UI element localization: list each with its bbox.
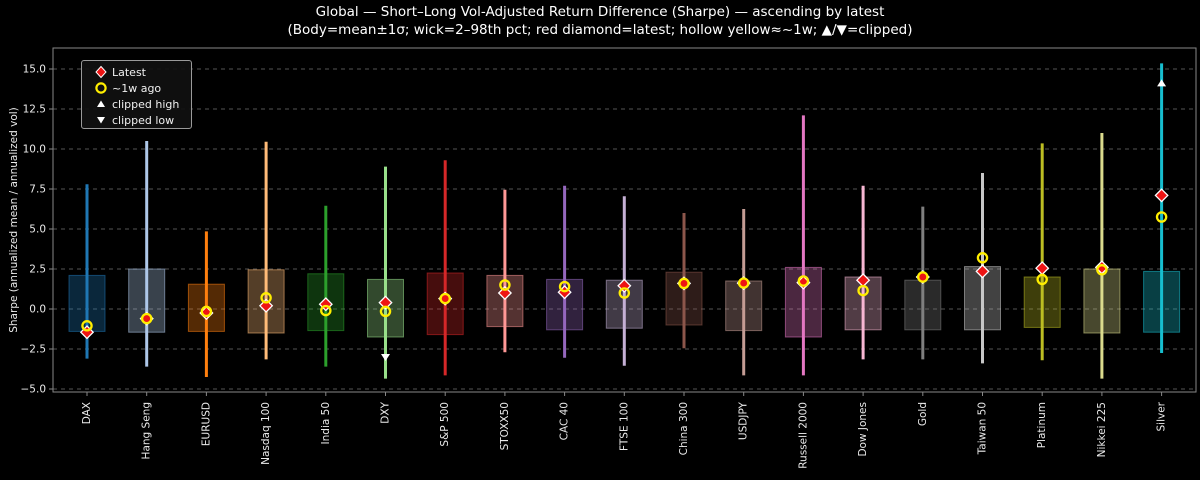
y-tick-label: 10.0: [23, 144, 46, 156]
y-tick-label: 2.5: [29, 264, 46, 276]
x-tick-label: FTSE 100: [618, 402, 630, 451]
week-ago-circle-marker: [857, 284, 869, 297]
column-india-50: India 50: [307, 205, 345, 444]
column-nasdaq-100: Nasdaq 100: [247, 141, 285, 465]
plot-frame: [52, 47, 1197, 393]
column-dow-jones: Dow Jones: [844, 185, 882, 457]
y-tick-label: −2.5: [21, 344, 47, 356]
x-tick-label: Dow Jones: [857, 402, 869, 457]
week-ago-circle-marker: [917, 271, 929, 283]
legend-label: clipped low: [112, 113, 175, 127]
week-ago-circle-marker: [81, 320, 93, 332]
column-hang-seng: Hang Seng: [128, 141, 166, 459]
x-tick-label: Nikkei 225: [1096, 402, 1108, 457]
week-ago-circle-marker: [320, 304, 332, 317]
x-tick-label: China 300: [678, 402, 690, 455]
triangle-down-icon: [90, 113, 112, 127]
clip-high-marker: [1157, 79, 1167, 87]
column-stoxx50: STOXX50: [486, 189, 524, 450]
x-tick-label: USDJPY: [738, 401, 750, 440]
column-gold: Gold: [904, 206, 942, 426]
latest-diamond-marker: [258, 298, 274, 313]
latest-diamond-marker: [1154, 188, 1169, 203]
column-platinum: Platinum: [1023, 143, 1061, 448]
latest-diamond-marker: [497, 285, 513, 301]
legend-item-clipped-low: clipped low: [90, 112, 191, 128]
red-diamond-icon: [90, 65, 112, 79]
legend-label: clipped high: [112, 97, 180, 111]
x-tick-label: Silver: [1156, 401, 1168, 431]
x-tick-label: Platinum: [1036, 402, 1048, 448]
chart-titles: Global — Short–Long Vol-Adjusted Return …: [0, 3, 1200, 39]
week-ago-circle-marker: [260, 292, 272, 304]
column-nikkei-225: Nikkei 225: [1083, 133, 1121, 457]
column-china-300: China 300: [665, 213, 703, 455]
week-ago-circle-marker: [737, 277, 750, 289]
legend-item-clipped-high: clipped high: [90, 96, 191, 112]
column-eurusd: EURUSD: [187, 231, 225, 446]
week-ago-circle-marker: [678, 277, 690, 290]
column-ftse-100: FTSE 100: [605, 196, 643, 451]
week-ago-circle-marker: [1155, 211, 1168, 223]
column-cac-40: CAC 40: [546, 185, 584, 440]
chart-title: Global — Short–Long Vol-Adjusted Return …: [315, 4, 885, 20]
week-ago-circle-marker: [976, 252, 989, 264]
x-tick-label: EURUSD: [200, 402, 212, 446]
x-tick-label: Russell 2000: [797, 402, 809, 469]
column-s-p-500: S&P 500: [426, 160, 464, 447]
column-taiwan-50: Taiwan 50: [964, 173, 1001, 455]
x-tick-label: DAX: [81, 402, 93, 424]
week-ago-circle-marker: [200, 305, 213, 318]
column-dax: DAX: [68, 184, 106, 424]
week-ago-circle-marker: [558, 280, 571, 293]
latest-diamond-marker: [975, 264, 990, 279]
y-tick-label: −5.0: [21, 384, 47, 396]
x-tick-label: Taiwan 50: [977, 402, 989, 455]
column-usdjpy: USDJPY: [725, 209, 763, 440]
legend: Latest ~1w ago clipped high clipped low: [81, 60, 192, 129]
x-tick-label: Gold: [917, 402, 929, 426]
week-ago-circle-marker: [797, 275, 810, 287]
legend-label: ~1w ago: [112, 81, 162, 95]
week-ago-circle-marker: [499, 279, 511, 291]
latest-diamond-marker: [378, 295, 393, 310]
x-tick-label: S&P 500: [439, 402, 451, 447]
x-tick-label: India 50: [320, 402, 332, 444]
week-ago-circle-marker: [1036, 273, 1048, 286]
legend-item-week-ago: ~1w ago: [90, 80, 191, 96]
column-dxy: DXY: [367, 166, 404, 424]
week-ago-circle-marker: [439, 292, 451, 305]
x-tick-label: CAC 40: [559, 402, 571, 440]
legend-label: Latest: [112, 65, 146, 79]
x-tick-label: Hang Seng: [141, 402, 153, 459]
latest-diamond-marker: [1035, 261, 1050, 276]
hollow-circle-icon: [90, 81, 112, 95]
y-tick-label: 15.0: [23, 64, 46, 76]
week-ago-circle-marker: [379, 305, 392, 318]
y-tick-label: 7.5: [29, 184, 46, 196]
triangle-up-icon: [90, 97, 112, 111]
y-tick-label: 5.0: [29, 224, 46, 236]
week-ago-circle-marker: [618, 287, 631, 299]
y-tick-label: 12.5: [23, 104, 46, 116]
column-silver: Silver: [1143, 63, 1181, 432]
column-russell-2000: Russell 2000: [784, 115, 822, 469]
legend-item-latest: Latest: [90, 64, 191, 80]
x-tick-label: STOXX50: [499, 402, 511, 450]
y-tick-label: 0.0: [29, 304, 46, 316]
x-tick-label: Nasdaq 100: [260, 402, 272, 465]
x-tick-label: DXY: [380, 401, 392, 423]
y-axis-label: Sharpe (annualized mean / annualized vol…: [8, 107, 20, 333]
week-ago-circle-marker: [1096, 264, 1108, 276]
clip-low-marker: [381, 354, 390, 361]
week-ago-circle-marker: [140, 312, 153, 325]
chart-subtitle: (Body=mean±1σ; wick=2–98th pct; red diam…: [287, 22, 913, 38]
